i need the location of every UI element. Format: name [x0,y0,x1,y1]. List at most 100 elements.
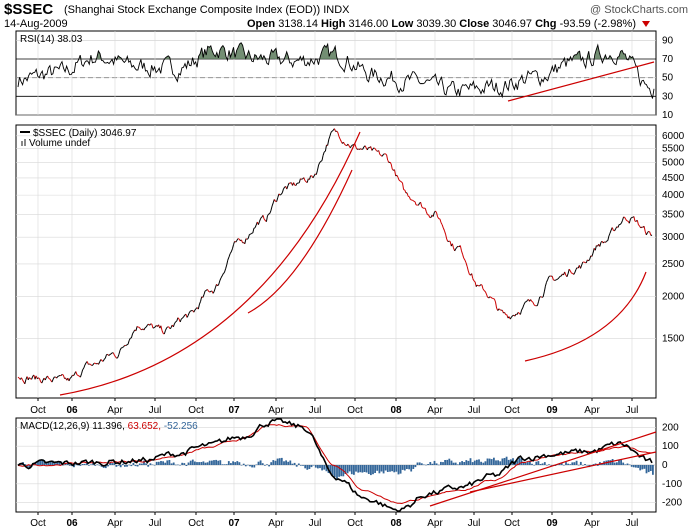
macd-histogram-bar [155,461,158,465]
x-tick-label: Jul [309,405,322,416]
price-segment [588,259,590,262]
price-segment [360,148,362,150]
price-segment [589,255,592,260]
price-segment [52,376,55,380]
rsi-overbought-fill [118,55,123,59]
macd-histogram-bar [249,465,251,467]
macd-histogram-bar [68,465,71,466]
price-segment [558,275,561,279]
macd-histogram-bar [401,465,404,470]
macd-histogram-bar [191,459,194,465]
price-grid: 6000 5500 5000 4500 4000 3500 3000 2500 2000 1500 [16,125,685,398]
price-segment [434,210,437,213]
price-segment [648,230,650,233]
macd-histogram-bar [569,464,572,465]
price-segment [309,175,312,180]
price-segment [276,197,279,202]
macd-histogram-bar [579,461,582,465]
macd-histogram-bar [469,458,472,465]
price-segment [628,218,631,224]
macd-histogram-bar [560,462,563,465]
macd-histogram-bar [465,460,468,465]
rsi-overbought-fill [198,45,228,59]
price-segment [564,271,567,276]
price-segment [514,313,517,317]
macd-histogram-bar [109,462,111,465]
price-segment [521,307,524,311]
price-segment [580,264,583,269]
price-segment [449,241,452,247]
macd-histogram-bar [41,459,44,465]
x-tick-label: 09 [546,518,558,529]
x-tick-label: Oct [30,518,46,529]
x-tick-label: Apr [584,405,600,416]
macd-histogram-bar [550,465,552,466]
price-segment [553,279,555,281]
price-tick-label: 2500 [662,259,685,270]
brand-link[interactable]: @ StockCharts.com [590,4,688,16]
macd-histogram-bar [573,462,576,465]
price-segment [446,238,449,242]
price-segment [531,300,534,303]
price-segment [304,180,307,183]
macd-histogram-bar [641,465,644,470]
macd-histogram-bar [219,460,222,465]
price-segment [221,273,224,277]
price-segment [169,327,172,330]
price-segment [376,150,378,152]
x-tick-label: Jul [149,405,162,416]
price-segment [72,374,74,377]
price-segment [73,373,76,376]
macd-histogram-bar [473,460,476,465]
macd-histogram-bar [85,462,88,465]
price-segment [36,377,39,380]
macd-histogram-bar [208,460,211,465]
price-segment [209,290,212,293]
macd-histogram-bar [75,464,78,465]
macd-histogram-bar [524,462,527,465]
macd-histogram-bar [586,465,589,466]
price-segment [403,189,405,191]
rsi-tick-label: 50 [662,73,674,84]
macd-histogram-bar [314,465,317,468]
macd-histogram-bar [244,465,247,467]
price-segment [515,313,518,316]
macd-histogram-bar [541,463,544,465]
price-segment [203,290,206,295]
macd-histogram-bar [251,465,253,468]
macd-histogram-bar [418,462,421,465]
price-segment [412,199,415,202]
price-segment [436,212,439,217]
price-segment [229,251,232,255]
price-segment [122,346,124,349]
macd-histogram-bar [516,460,519,465]
price-segment [62,375,65,379]
macd-legend-main: MACD(12,26,9) 11.396, [20,421,125,432]
price-segment [525,300,528,303]
macd-histogram-bar [94,465,97,466]
macd-histogram-bar [482,462,485,465]
price-segment [250,232,252,235]
price-segment [98,361,101,365]
macd-histogram-bar [141,463,143,465]
macd-histogram-bar [562,465,565,466]
price-segment [373,147,376,150]
macd-histogram-bar [321,465,323,471]
macd-histogram-bar [406,465,408,469]
macd-tick-label: 200 [662,422,679,433]
price-segment [20,377,23,381]
price-segment [557,277,560,280]
price-segment [569,270,572,274]
macd-histogram-bar [393,465,396,473]
price-segment [389,161,392,165]
price-segment [125,344,128,347]
price-segment [504,312,507,315]
price-segment [606,240,609,242]
price-segment [575,267,578,270]
price-segment [347,143,350,147]
macd-histogram-bar [62,464,65,466]
price-segment [371,148,374,151]
price-segment [482,288,485,291]
price-segment [636,220,639,225]
price-segment [206,289,209,292]
